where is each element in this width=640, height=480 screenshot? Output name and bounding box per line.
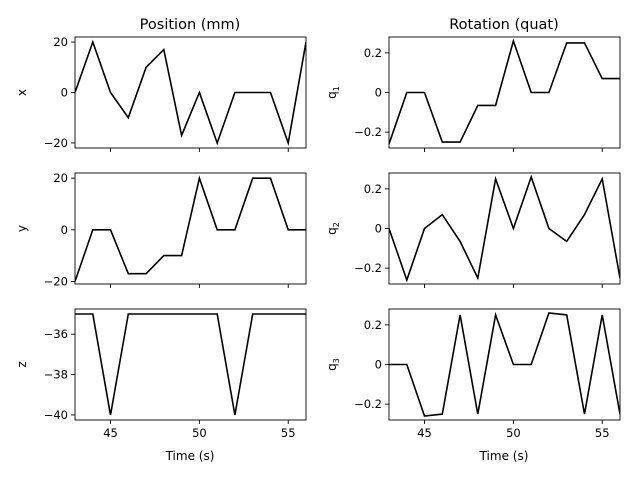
series-line-z <box>75 313 306 416</box>
ytick-label-q3: 0.2 <box>364 318 382 332</box>
ytick-label-y: −20 <box>44 274 68 288</box>
ytick-label-y: 0 <box>61 223 68 237</box>
rotation-column-title: Rotation (quat) <box>449 17 559 33</box>
series-line-q2 <box>389 174 620 283</box>
ytick-label-x: −20 <box>44 136 68 150</box>
axes-frame-q2 <box>388 172 621 285</box>
ylabel-q3: q3 <box>325 358 341 371</box>
axes-frame-x <box>74 36 307 149</box>
ytick-label-y: 20 <box>53 171 68 185</box>
ylabel-z: z <box>15 361 29 367</box>
series-line-q3 <box>389 311 620 417</box>
ytick-label-q3: 0 <box>375 358 382 372</box>
xtick-label-q3: 55 <box>595 426 610 440</box>
panel-y: −20 0 20 y <box>15 171 307 288</box>
ytick-label-q1: 0.2 <box>364 46 382 60</box>
panel-x: −20 0 20 x <box>15 35 307 152</box>
xtick-label-z: 55 <box>281 426 296 440</box>
ytick-label-q1: −0.2 <box>354 125 382 139</box>
ylabel-y: y <box>15 225 29 232</box>
ytick-label-z: −40 <box>44 408 68 422</box>
xtick-label-q3: 50 <box>506 426 521 440</box>
ytick-label-q2: 0 <box>375 222 382 236</box>
series-line-q1 <box>389 38 620 145</box>
ylabel-q2: q2 <box>325 222 341 235</box>
ytick-label-z: −38 <box>44 368 68 382</box>
position-xaxis-label: Time (s) <box>165 449 215 463</box>
axes-frame-q3 <box>388 308 621 421</box>
xtick-label-q3: 45 <box>417 426 432 440</box>
axes-frame-y <box>74 172 307 285</box>
xtick-label-z: 50 <box>192 426 207 440</box>
ytick-label-q2: 0.2 <box>364 182 382 196</box>
ytick-label-z: −36 <box>44 327 68 341</box>
ytick-label-x: 20 <box>53 35 68 49</box>
axes-frame-z <box>74 308 307 421</box>
panel-q2: −0.2 0 0.2 q2 <box>325 172 621 288</box>
panel-z: −40 −38 −36 45 50 55 z <box>15 308 307 440</box>
series-line-x <box>75 39 306 147</box>
rotation-xaxis-label: Time (s) <box>479 449 529 463</box>
series-line-y <box>75 175 306 282</box>
ytick-label-q2: −0.2 <box>354 261 382 275</box>
ylabel-q1: q1 <box>325 86 341 99</box>
ytick-label-q1: 0 <box>375 86 382 100</box>
ylabel-x: x <box>15 89 29 96</box>
panel-q3: −0.2 0 0.2 45 50 55 q3 <box>325 308 621 440</box>
position-column-title: Position (mm) <box>140 17 241 33</box>
ytick-label-x: 0 <box>61 86 68 100</box>
xtick-label-z: 45 <box>103 426 118 440</box>
ytick-label-q3: −0.2 <box>354 397 382 411</box>
panel-q1: −0.2 0 0.2 q1 <box>325 36 621 152</box>
